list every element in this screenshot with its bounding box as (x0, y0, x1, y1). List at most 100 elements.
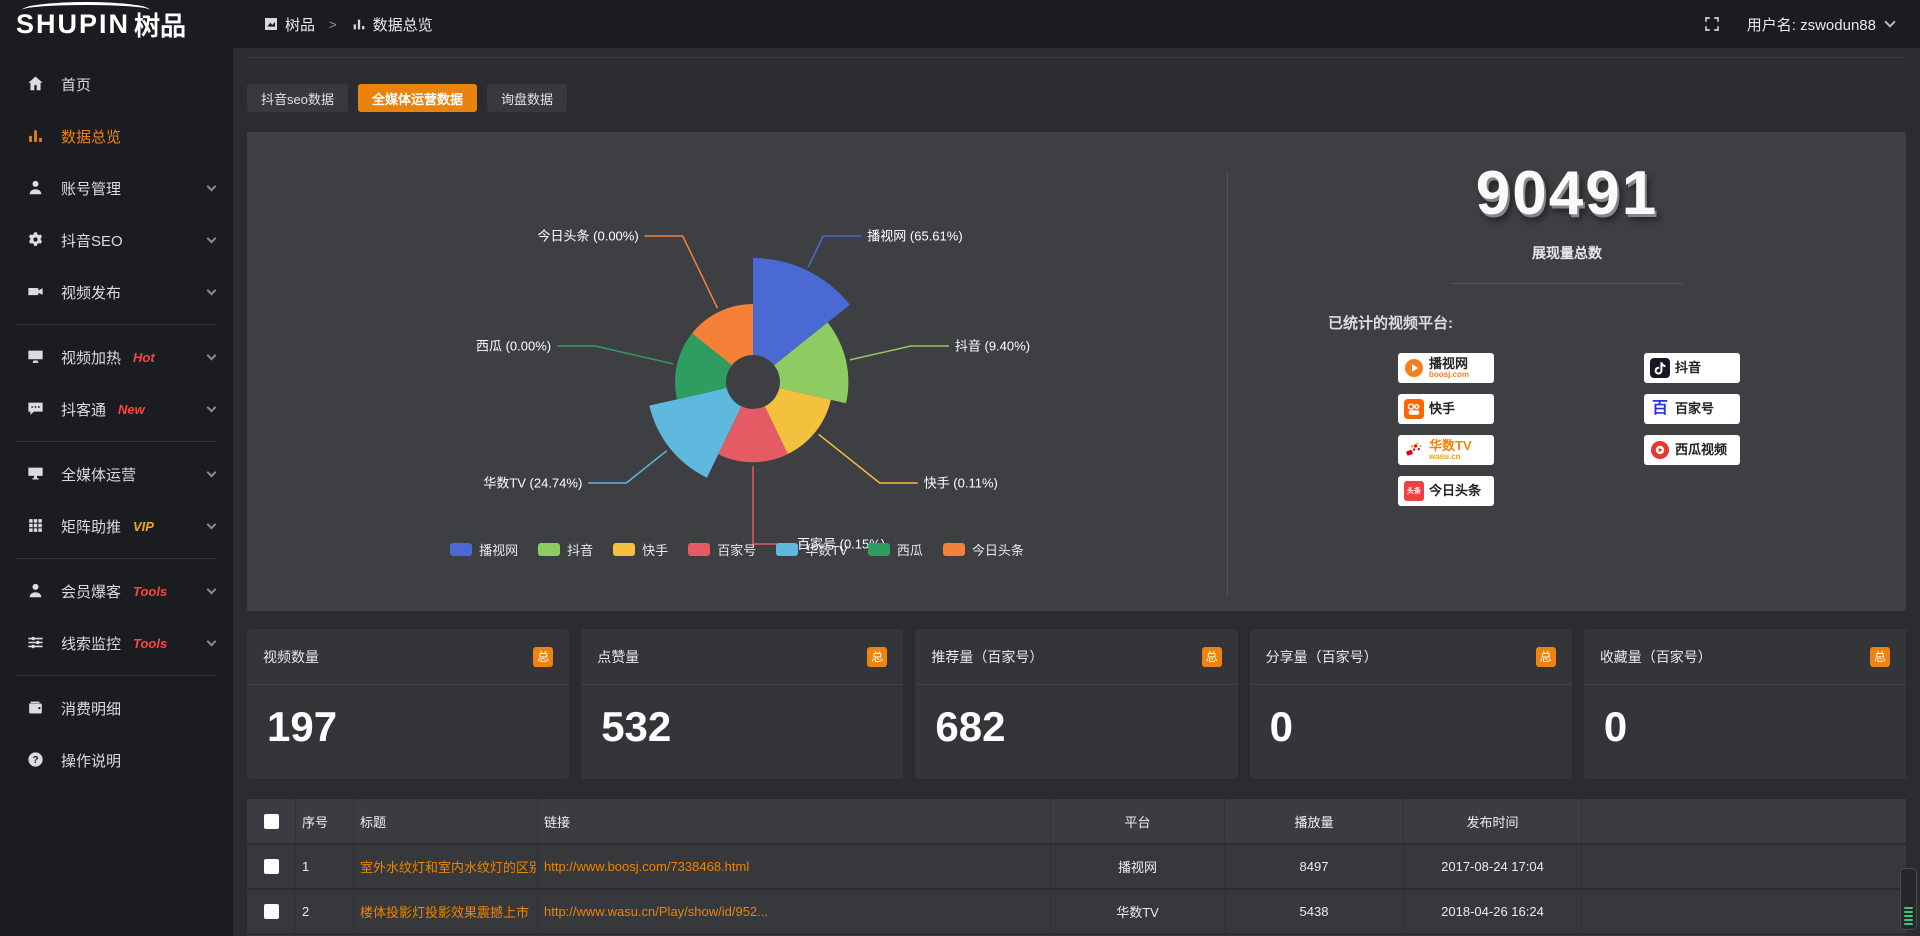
stat-card-value: 682 (935, 703, 1006, 750)
legend-label: 华数TV (805, 543, 848, 558)
user-menu-chevron-icon[interactable] (1884, 16, 1896, 28)
pie-label-line (752, 466, 791, 545)
tab-media-operation-data[interactable]: 全媒体运营数据 (357, 84, 477, 112)
sidebar-item-matrix-boost[interactable]: 矩阵助推 VIP (0, 500, 233, 552)
row-publish-time: 2017-08-24 17:04 (1403, 845, 1581, 888)
row-index: 2 (295, 890, 353, 933)
stat-card-label: 视频数量 (263, 648, 319, 665)
sidebar-item-douketong[interactable]: 抖客通 New (0, 383, 233, 435)
chevron-down-icon (206, 636, 217, 647)
row-url-link[interactable]: http://www.wasu.cn/Play/show/id/952... (537, 890, 1050, 933)
sidebar-item-douyin-seo[interactable]: 抖音SEO (0, 214, 233, 266)
legend-item-1[interactable]: 抖音 (538, 540, 593, 559)
platform-badge-xigua: 西瓜视频 (1644, 435, 1740, 465)
row-title-link[interactable]: 楼体投影灯投影效果震撼上市 (353, 890, 537, 933)
pie-slice-0[interactable] (753, 258, 850, 366)
sidebar-item-account-manage[interactable]: 账号管理 (0, 162, 233, 214)
home-icon (26, 74, 46, 94)
pie-slice-5[interactable] (675, 333, 732, 400)
pie-slice-4[interactable] (649, 388, 742, 478)
stat-card-total-badge: 总 (1870, 646, 1891, 667)
platform-share-chart: 播视网 (65.61%) 抖音 (9.40%) 快手 (0.11%) 百家号 (0.1… (247, 132, 1227, 611)
display-icon (26, 347, 46, 367)
chevron-down-icon (206, 467, 217, 478)
row-checkbox-cell (247, 890, 295, 933)
xigua-logo-icon (1650, 440, 1670, 460)
logo-arc (22, 2, 150, 18)
sidebar-item-label: 视频发布 (61, 284, 122, 302)
chevron-down-icon (206, 584, 217, 595)
sidebar-item-label: 线索监控 (61, 635, 122, 653)
stat-card-label: 分享量（百家号） (1265, 648, 1378, 665)
pie-slice-6[interactable] (692, 304, 753, 366)
platform-name: 快手 (1429, 401, 1456, 417)
table-header-col-3: 平台 (1050, 799, 1224, 843)
pie-slice-3[interactable] (718, 406, 788, 463)
pie-label-line (849, 345, 949, 361)
platform-badge-baijiahao: 百百家号 (1644, 394, 1740, 424)
chevron-down-icon (206, 285, 217, 296)
sidebar-item-label: 首页 (61, 76, 92, 94)
row-checkbox[interactable] (263, 904, 279, 919)
row-extra (1581, 890, 1906, 933)
pie-label-line (644, 235, 719, 309)
wasu-logo-icon (1404, 440, 1424, 460)
gear-icon (26, 230, 46, 250)
sidebar-item-label: 消费明细 (61, 700, 122, 718)
username-label[interactable]: 用户名: zswodun88 (1746, 16, 1876, 34)
stat-card-favorite-count: 收藏量（百家号） 总 0 (1583, 629, 1907, 779)
sidebar-item-home[interactable]: 首页 (0, 58, 233, 110)
sidebar-item-help[interactable]: ? 操作说明 (0, 734, 233, 786)
stat-card-recommend-count: 推荐量（百家号） 总 682 (915, 629, 1238, 779)
legend-item-6[interactable]: 今日头条 (942, 540, 1024, 559)
platforms-label: 已统计的视频平台: (1328, 315, 1453, 332)
scroll-indicator-widget[interactable] (1900, 868, 1917, 930)
summary-divider (1452, 283, 1682, 284)
stat-cards: 视频数量总 197 点赞量总 532 推荐量（百家号）总 682 分享量（百家号）总 0 收藏量… (247, 629, 1907, 779)
breadcrumb-item-current: 数据总览 (372, 16, 433, 34)
tab-douyin-seo-data[interactable]: 抖音seo数据 (247, 84, 348, 112)
pie-slice-2[interactable] (764, 388, 831, 454)
kuaishou-logo-icon (1404, 399, 1424, 419)
breadcrumb: 树品 > 数据总览 (263, 14, 433, 35)
platform-subtext: wasu.cn (1429, 451, 1461, 461)
chevron-down-icon (206, 233, 217, 244)
legend-item-4[interactable]: 华数TV (776, 540, 848, 559)
legend-item-3[interactable]: 百家号 (688, 540, 756, 559)
legend-item-5[interactable]: 西瓜 (867, 540, 923, 559)
chevron-down-icon (206, 181, 217, 192)
topbar-right: 用户名: zswodun88 (1703, 14, 1920, 35)
legend-item-2[interactable]: 快手 (613, 540, 668, 559)
sidebar-item-video-heat[interactable]: 视频加热 Hot (0, 331, 233, 383)
sidebar-item-data-overview[interactable]: 数据总览 (0, 110, 233, 162)
stat-card-video-count: 视频数量 总 197 (247, 629, 570, 779)
sidebar-item-member-baoke[interactable]: 会员爆客 Tools (0, 565, 233, 617)
row-url-link[interactable]: http://www.boosj.com/7338468.html (537, 845, 1050, 888)
sidebar-divider (16, 441, 217, 442)
stat-card-value: 0 (1269, 703, 1293, 750)
scroll-indicator-bars (1904, 905, 1913, 925)
sidebar-item-video-publish[interactable]: 视频发布 (0, 266, 233, 318)
sidebar-item-label: 视频加热 (61, 349, 122, 367)
pie-slice-1[interactable] (774, 322, 849, 404)
toutiao-logo-icon: 头条 (1404, 481, 1424, 501)
chat-icon (26, 399, 46, 419)
fullscreen-icon[interactable] (1703, 15, 1721, 33)
select-all-checkbox[interactable] (263, 813, 279, 829)
breadcrumb-item-app[interactable]: 树品 (285, 16, 316, 34)
sidebar-item-media-operation[interactable]: 全媒体运营 (0, 448, 233, 500)
boosj-logo-icon (1404, 358, 1424, 378)
pie-label-line (807, 235, 862, 268)
breadcrumb-page-icon (351, 16, 367, 32)
sidebar-item-consume-detail[interactable]: 消费明细 (0, 682, 233, 734)
data-tabs: 抖音seo数据 全媒体运营数据 询盘数据 (247, 84, 1906, 112)
logo-suffix: 树品 (134, 10, 187, 41)
screen-icon (26, 464, 46, 484)
tab-inquiry-data[interactable]: 询盘数据 (486, 84, 567, 112)
sidebar-item-clue-monitor[interactable]: 线索监控 Tools (0, 617, 233, 669)
row-checkbox[interactable] (263, 859, 279, 874)
row-title-link[interactable]: 室外水纹灯和室内水纹灯的区别和简介 (353, 845, 537, 888)
legend-item-0[interactable]: 播视网 (450, 540, 518, 559)
sidebar-item-label: 矩阵助推 (61, 518, 122, 536)
chevron-down-icon (206, 350, 217, 361)
